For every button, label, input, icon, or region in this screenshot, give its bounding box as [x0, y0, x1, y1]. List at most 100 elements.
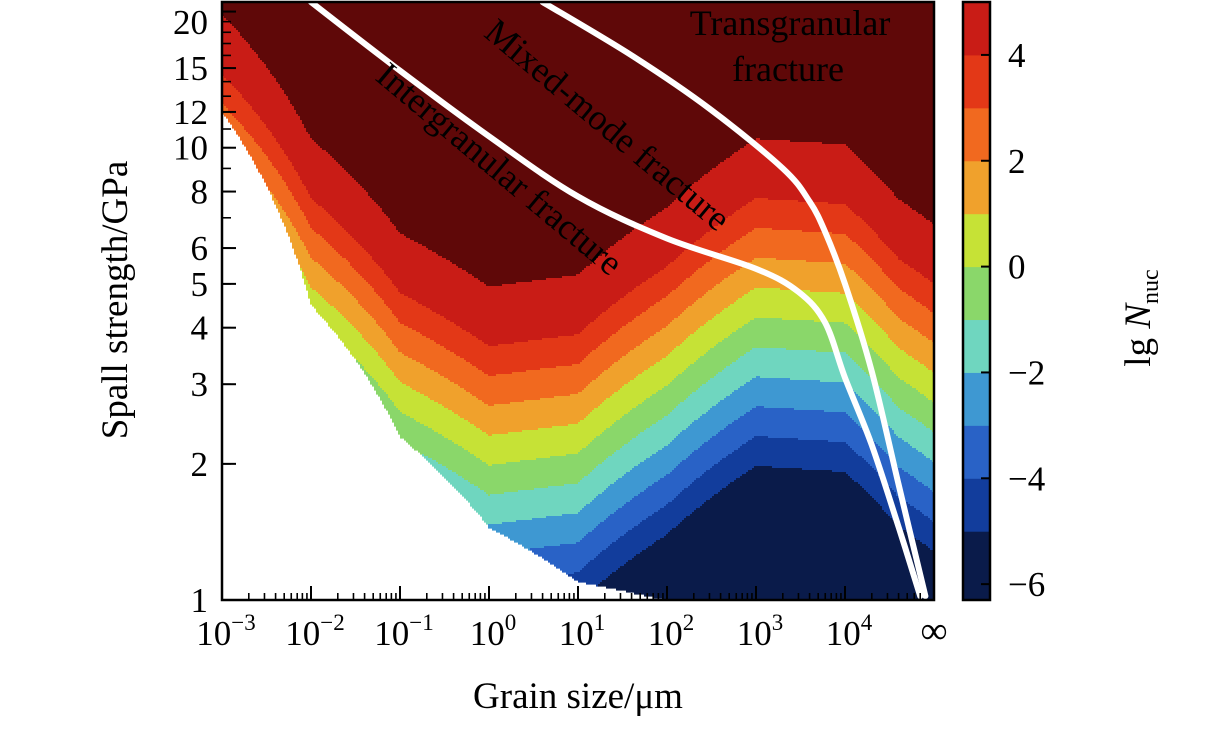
- heatmap-cell: [322, 206, 381, 209]
- heatmap-cell: [436, 312, 603, 315]
- heatmap-cell: [458, 474, 589, 477]
- heatmap-cell: [740, 238, 851, 241]
- heatmap-cell: [864, 310, 893, 313]
- heatmap-cell: [608, 338, 649, 341]
- heatmap-cell: [392, 310, 433, 313]
- heatmap-cell: [448, 468, 595, 471]
- heatmap-cell: [386, 334, 423, 337]
- heatmap-cell: [242, 140, 255, 143]
- heatmap-cell: [616, 588, 934, 591]
- heatmap-cell: [614, 422, 657, 425]
- heatmap-cell: [252, 106, 295, 109]
- heatmap-cell: [302, 240, 327, 243]
- heatmap-cell: [350, 234, 405, 237]
- heatmap-cell: [782, 318, 873, 321]
- heatmap-cell: [914, 506, 934, 509]
- heatmap-cell: [502, 522, 601, 525]
- heatmap-cell: [722, 340, 865, 343]
- heatmap-cell: [892, 370, 933, 373]
- heatmap-cell: [718, 224, 869, 227]
- heatmap-cell: [426, 458, 433, 461]
- heatmap-cell: [306, 284, 311, 287]
- heatmap-cell: [658, 450, 695, 453]
- heatmap-cell: [452, 440, 593, 443]
- heatmap-cell: [300, 118, 934, 121]
- heatmap-cell: [436, 252, 605, 255]
- heatmap-cell: [382, 388, 413, 391]
- heatmap-cell: [866, 372, 895, 375]
- heatmap-cell: [400, 322, 455, 325]
- heatmap-cell: [882, 180, 934, 183]
- heatmap-cell: [606, 340, 645, 343]
- heatmap-cell: [582, 538, 619, 541]
- heatmap-cell: [542, 338, 609, 341]
- heatmap-cell: [710, 378, 753, 381]
- heatmap-cell: [870, 346, 899, 349]
- heatmap-cell: [222, 56, 259, 59]
- heatmap-cell: [308, 290, 317, 293]
- heatmap-cell: [430, 368, 479, 371]
- heatmap-cell: [334, 158, 727, 161]
- heatmap-cell: [284, 152, 329, 155]
- heatmap-cell: [496, 374, 601, 377]
- heatmap-cell: [486, 522, 503, 525]
- heatmap-cell: [330, 304, 361, 307]
- heatmap-cell: [676, 258, 713, 261]
- heatmap-cell: [888, 186, 934, 189]
- heatmap-cell: [872, 288, 901, 291]
- heatmap-cell: [928, 368, 934, 371]
- y-tick-label: 12: [173, 93, 208, 132]
- heatmap-cell: [640, 462, 681, 465]
- heatmap-cell: [728, 336, 861, 339]
- heatmap-cell: [442, 256, 599, 259]
- heatmap-cell: [340, 254, 371, 257]
- heatmap-cell: [344, 344, 371, 347]
- heatmap-cell: [310, 298, 325, 301]
- heatmap-cell: [476, 396, 555, 399]
- heatmap-cell: [222, 28, 237, 31]
- heatmap-cell: [682, 342, 719, 345]
- heatmap-cell: [366, 310, 393, 313]
- heatmap-cell: [222, 14, 934, 17]
- heatmap-cell: [628, 412, 671, 415]
- heatmap-cell: [752, 438, 799, 441]
- heatmap-cell: [604, 490, 645, 493]
- heatmap-cell: [488, 464, 493, 467]
- heatmap-cell: [610, 366, 651, 369]
- heatmap-cell: [222, 38, 245, 41]
- heatmap-cell: [600, 434, 639, 437]
- heatmap-cell: [234, 86, 281, 89]
- heatmap-cell: [706, 232, 749, 235]
- heatmap-cell: [644, 490, 683, 493]
- heatmap-cell: [928, 278, 934, 281]
- heatmap-cell: [740, 356, 851, 359]
- heatmap-cell: [470, 422, 579, 425]
- heatmap-cell: [890, 308, 929, 311]
- heatmap-cell: [902, 290, 934, 293]
- heatmap-cell: [614, 362, 657, 365]
- y-tick-label: 8: [191, 173, 209, 212]
- heatmap-cell: [692, 482, 731, 485]
- heatmap-cell: [452, 470, 593, 473]
- heatmap-cell: [420, 362, 471, 365]
- heatmap-cell: [448, 438, 595, 441]
- heatmap-cell: [364, 188, 689, 191]
- heatmap-cell: [930, 428, 934, 431]
- heatmap-cell: [288, 216, 307, 219]
- heatmap-cell: [428, 456, 477, 459]
- heatmap-cell: [810, 290, 875, 293]
- heatmap-cell: [242, 94, 287, 97]
- heatmap-cell: [892, 488, 931, 491]
- heatmap-cell: [488, 494, 491, 497]
- heatmap-cell: [652, 216, 729, 219]
- heatmap-cell: [392, 370, 435, 373]
- heatmap-cell: [868, 434, 897, 437]
- heatmap-cell: [884, 330, 919, 333]
- heatmap-cell: [466, 360, 583, 363]
- heatmap-cell: [444, 316, 599, 319]
- heatmap-cell: [306, 128, 934, 131]
- heatmap-cell: [222, 10, 934, 13]
- heatmap-cell: [264, 152, 285, 155]
- heatmap-cell: [484, 490, 519, 493]
- heatmap-cell: [366, 190, 687, 193]
